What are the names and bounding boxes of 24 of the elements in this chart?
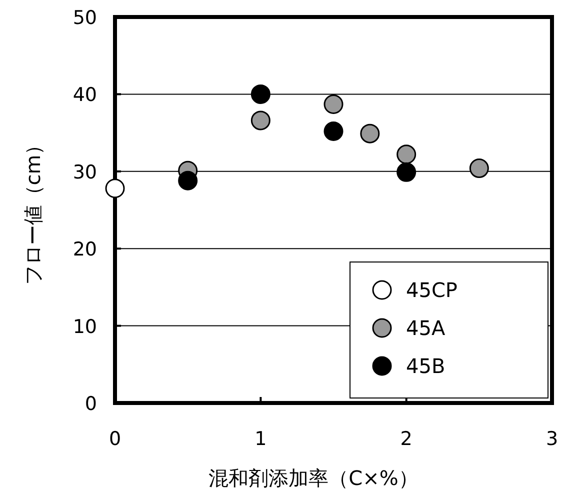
y-tick-label: 10	[72, 316, 97, 338]
x-tick-label: 1	[254, 428, 267, 450]
y-tick-label: 0	[84, 393, 97, 415]
x-tick-label: 2	[400, 428, 412, 450]
x-tick-label: 0	[108, 428, 122, 450]
legend-label: 45CP	[406, 278, 458, 302]
point	[324, 94, 344, 114]
y-tick-label: 30	[72, 161, 97, 184]
y-tick-label: 20	[72, 238, 97, 261]
point	[178, 170, 198, 190]
y-tick-label: 40	[72, 84, 97, 106]
point	[469, 158, 489, 178]
x-axis-title: 混和剤添加率（C×%）	[208, 466, 418, 490]
x-tick-label: 3	[546, 428, 558, 450]
point	[250, 84, 270, 104]
point	[360, 124, 380, 144]
legend-label: 45B	[406, 354, 446, 378]
point	[250, 110, 270, 130]
legend-label: 45A	[406, 316, 446, 340]
y-tick-label: 50	[72, 7, 97, 29]
point	[396, 162, 416, 182]
point	[396, 144, 416, 164]
point	[324, 122, 344, 142]
y-axis-title: フロー値（cm）	[21, 134, 45, 286]
